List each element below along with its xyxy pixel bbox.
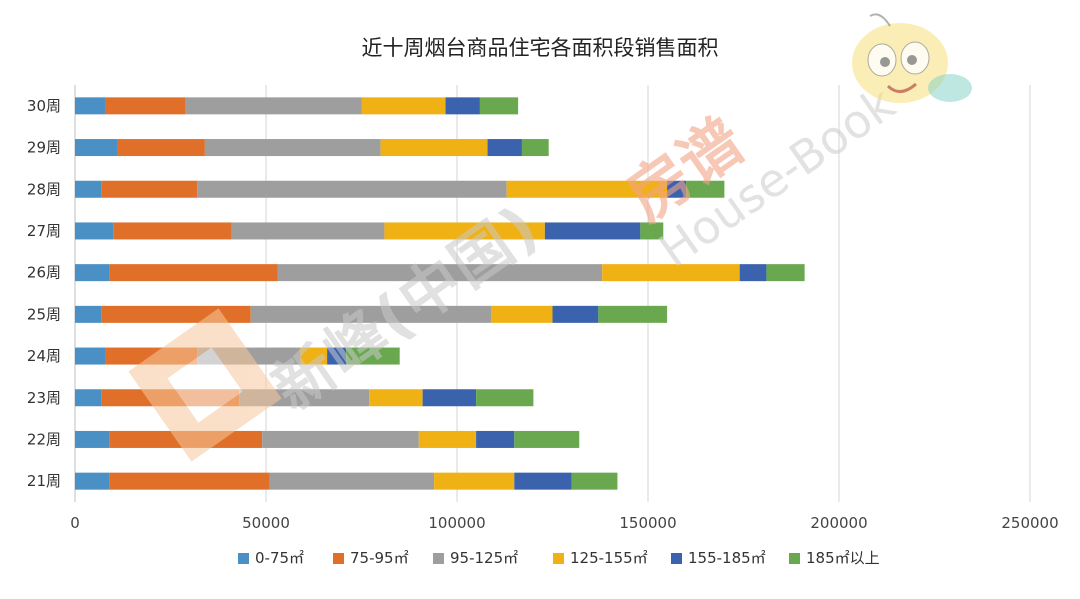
bar-segment [113, 222, 232, 240]
bar-segment [101, 305, 251, 323]
legend-label: 95-125㎡ [450, 549, 518, 567]
bar-segment [105, 97, 186, 115]
bar-segment [262, 430, 419, 448]
bar-segment [109, 264, 278, 282]
bar-segment [109, 430, 263, 448]
bar-segment [686, 180, 725, 198]
legend-swatch [238, 553, 249, 564]
legend-label: 0-75㎡ [255, 549, 304, 567]
bar-segment [514, 430, 580, 448]
bar-segment [369, 389, 423, 407]
bar-segment [204, 139, 381, 157]
bar-segment [491, 305, 553, 323]
bar-segment [327, 347, 347, 365]
bar-segment [75, 97, 106, 115]
bar-segment [75, 472, 110, 490]
bar-segment [109, 472, 270, 490]
bar-segment [476, 389, 534, 407]
bar-segment [197, 180, 507, 198]
bar-segment [300, 347, 328, 365]
y-tick-label: 29周 [27, 139, 61, 157]
legend-swatch [433, 553, 444, 564]
bar-segment [380, 139, 488, 157]
bar-segment [521, 139, 549, 157]
bar-segment [101, 389, 240, 407]
bar-segment [514, 472, 572, 490]
chart-title: 近十周烟台商品住宅各面积段销售面积 [361, 36, 719, 60]
bee-mascot-icon [852, 13, 972, 103]
bar-segment [384, 222, 545, 240]
bar-segment [667, 180, 687, 198]
x-tick-label: 250000 [1001, 514, 1058, 532]
bar-segment [75, 222, 114, 240]
bar-segment [476, 430, 515, 448]
y-tick-label: 21周 [27, 472, 61, 490]
legend-label: 125-155㎡ [570, 549, 648, 567]
x-tick-label: 100000 [428, 514, 485, 532]
bar-segment [75, 347, 106, 365]
y-tick-label: 30周 [27, 97, 61, 115]
bar-segment [105, 347, 198, 365]
bar-segment [269, 472, 435, 490]
bar-segment [346, 347, 400, 365]
x-tick-label: 0 [70, 514, 80, 532]
legend-label: 75-95㎡ [350, 549, 409, 567]
bar-segment [197, 347, 301, 365]
bar-segment [75, 389, 102, 407]
bar-segment [75, 264, 110, 282]
bar-segment [479, 97, 519, 115]
bar-segment [250, 305, 492, 323]
x-tick-label: 150000 [619, 514, 676, 532]
bar-segment [361, 97, 446, 115]
bar-segment [640, 222, 664, 240]
bar-segment [487, 139, 522, 157]
bar-segment [101, 180, 198, 198]
bar-segment [506, 180, 668, 198]
y-tick-label: 27周 [27, 222, 61, 240]
legend-swatch [333, 553, 344, 564]
bar-segment [544, 222, 641, 240]
bar-segment [75, 430, 110, 448]
bar-segment [434, 472, 515, 490]
legend-label: 185㎡以上 [806, 549, 880, 567]
bar-segment [766, 264, 805, 282]
y-tick-label: 26周 [27, 264, 61, 282]
bar-segment [571, 472, 618, 490]
y-tick-label: 23周 [27, 389, 61, 407]
legend-swatch [789, 553, 800, 564]
bar-segment [231, 222, 385, 240]
y-tick-label: 28周 [27, 180, 61, 198]
bar-segment [117, 139, 205, 157]
bar-segment [422, 389, 477, 407]
y-tick-label: 24周 [27, 347, 61, 365]
bar-segment [418, 430, 477, 448]
x-tick-label: 50000 [242, 514, 290, 532]
legend-swatch [553, 553, 564, 564]
legend-label: 155-185㎡ [688, 549, 766, 567]
bar-segment [739, 264, 767, 282]
bar-segment [239, 389, 370, 407]
bar-segment [445, 97, 480, 115]
bar-segment [602, 264, 740, 282]
bar-segment [598, 305, 668, 323]
x-tick-label: 200000 [810, 514, 867, 532]
bar-segment [75, 180, 102, 198]
bar-segment [277, 264, 603, 282]
y-tick-label: 25周 [27, 305, 61, 323]
bar-segment [185, 97, 362, 115]
bar-segment [552, 305, 599, 323]
bar-segment [75, 305, 102, 323]
bar-segment [75, 139, 118, 157]
y-tick-label: 22周 [27, 430, 61, 448]
legend-swatch [671, 553, 682, 564]
